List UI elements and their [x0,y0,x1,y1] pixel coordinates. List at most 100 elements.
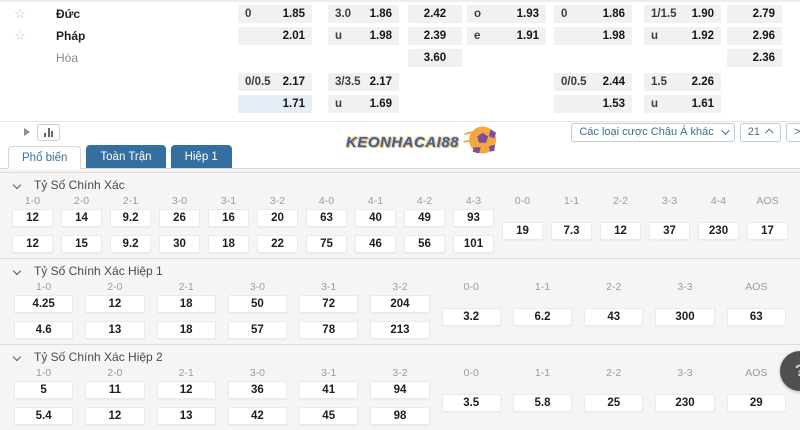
odds-cell[interactable]: o 1.93 [467,5,546,23]
odds-cell[interactable]: 16 [208,209,249,227]
odds-cell[interactable]: 230 [655,394,715,412]
odds-cell[interactable]: 1.71 [238,95,312,113]
odds-cell[interactable]: 2.01 [238,27,312,45]
odds-cell[interactable]: 72 [299,295,359,313]
odds-cell[interactable]: 2.39 [408,27,462,45]
odds-cell[interactable]: 49 [404,209,445,227]
odds-cell[interactable]: 37 [649,222,690,240]
odds-cell[interactable]: 12 [12,209,53,227]
chevron-down-icon[interactable] [12,352,22,362]
odds-cell[interactable]: 213 [370,321,430,339]
odds-cell[interactable]: 5.8 [512,394,573,412]
odds-cell[interactable]: 2.42 [408,5,462,23]
favorite-star-icon[interactable]: ☆ [14,6,26,21]
odds-cell[interactable]: 1.53 [554,95,632,113]
odds-cell[interactable]: 78 [299,321,359,339]
odds-cell[interactable]: u 1.92 [644,27,721,45]
odds-cell[interactable]: 15 [61,235,102,253]
odds-cell[interactable]: 3.60 [408,49,462,67]
odds-cell[interactable]: 26 [159,209,200,227]
odds-cell[interactable]: 57 [227,321,288,339]
odds-cell[interactable]: 18 [156,321,216,339]
odds-cell[interactable]: 12 [85,407,145,425]
odds-cell[interactable]: 13 [85,321,145,339]
odds-cell[interactable]: 93 [453,209,494,227]
odds-cell[interactable]: 19 [502,222,543,240]
odds-cell[interactable]: 14 [61,209,102,227]
tab-half-1[interactable]: Hiệp 1 [170,145,232,168]
odds-cell[interactable]: 20 [257,209,298,227]
odds-cell[interactable]: 3.2 [441,308,501,326]
odds-cell[interactable]: 0/0.5 2.44 [554,73,632,91]
odds-cell[interactable]: 9.2 [110,235,151,253]
odds-cell[interactable]: 2.79 [727,5,782,23]
odds-cell[interactable]: 75 [306,235,347,253]
odds-cell[interactable]: 4.25 [14,295,74,313]
stats-chart-button[interactable] [37,123,60,141]
odds-cell[interactable]: 40 [355,209,396,227]
odds-cell[interactable]: 2.36 [727,49,782,67]
odds-cell[interactable]: 13 [156,407,216,425]
odds-cell[interactable]: 300 [655,308,715,326]
odds-cell[interactable]: 50 [227,295,288,313]
odds-cell[interactable]: 30 [159,235,200,253]
favorite-star-icon[interactable]: ☆ [14,28,26,43]
odds-cell[interactable]: 7.3 [551,222,592,240]
tab-full-match[interactable]: Toàn Trận [86,145,166,168]
odds-cell[interactable]: u 1.61 [644,95,721,113]
odds-cell[interactable]: 63 [306,209,347,227]
chevron-down-icon[interactable] [12,180,22,190]
odds-cell[interactable]: 101 [453,235,494,253]
odds-cell[interactable]: 46 [355,235,396,253]
odds-cell[interactable]: 12 [12,235,53,253]
odds-cell[interactable]: 18 [156,295,216,313]
odds-cell[interactable]: 0 1.85 [238,5,312,23]
odds-cell[interactable]: 11 [85,381,145,399]
odds-cell[interactable]: 12 [600,222,641,240]
odds-cell[interactable]: 5.4 [14,407,74,425]
odds-cell[interactable]: 41 [299,381,359,399]
help-fab-button[interactable]: ? [780,351,800,391]
odds-cell[interactable]: 12 [85,295,145,313]
odds-cell[interactable]: 29 [726,394,786,412]
odds-cell[interactable]: 1/1.5 1.90 [644,5,721,23]
odds-cell[interactable]: u 1.69 [328,95,399,113]
odds-cell[interactable]: 230 [698,222,739,240]
odds-cell[interactable]: 22 [257,235,298,253]
play-icon[interactable] [24,128,30,136]
odds-cell[interactable]: 6.2 [512,308,573,326]
odds-cell[interactable]: 56 [404,235,445,253]
next-button-partial[interactable]: > [786,122,800,142]
odds-cell[interactable]: 43 [584,308,644,326]
odds-cell[interactable]: 3.0 1.86 [328,5,399,23]
asian-odds-dropdown[interactable]: Các loại cược Châu Á khác [571,122,735,142]
odds-cell[interactable]: 42 [227,407,288,425]
odds-cell[interactable]: 5 [14,381,74,399]
market-count-dropdown[interactable]: 21 [739,122,781,142]
odds-cell[interactable]: e 1.91 [467,27,546,45]
odds-cell[interactable]: 2.96 [727,27,782,45]
odds-cell[interactable]: 0 1.86 [554,5,632,23]
chevron-down-icon[interactable] [12,266,22,276]
odds-cell[interactable]: 94 [370,381,430,399]
odds-cell[interactable]: 9.2 [110,209,151,227]
odds-cell[interactable]: 25 [584,394,644,412]
odds-cell[interactable]: 3.5 [441,394,501,412]
odds-cell[interactable]: 17 [747,222,788,240]
odds-cell[interactable]: 0/0.5 2.17 [238,73,312,91]
odds-cell[interactable]: 204 [370,295,430,313]
odds-cell[interactable]: 1.98 [554,27,632,45]
odds-cell[interactable]: 98 [370,407,430,425]
odds-cell[interactable]: u 1.98 [328,27,399,45]
odds-cell[interactable]: 4.6 [14,321,74,339]
odds-cell[interactable]: 18 [208,235,249,253]
odds-cell[interactable]: 63 [726,308,786,326]
odds-cell[interactable]: 1.5 2.26 [644,73,721,91]
odds-cell[interactable]: 12 [156,381,216,399]
tab-popular[interactable]: Phổ biến [8,146,82,169]
score-column: 3-3 230 [649,367,720,425]
odds-cell[interactable]: 36 [227,381,288,399]
odds-cell[interactable]: 3/3.5 2.17 [328,73,399,91]
odds-cell[interactable]: 45 [299,407,359,425]
score-sections: Tỷ Số Chính Xác 1-0 12 12 2-0 14 15 2-1 9.2 9.2 3-… [0,169,800,430]
